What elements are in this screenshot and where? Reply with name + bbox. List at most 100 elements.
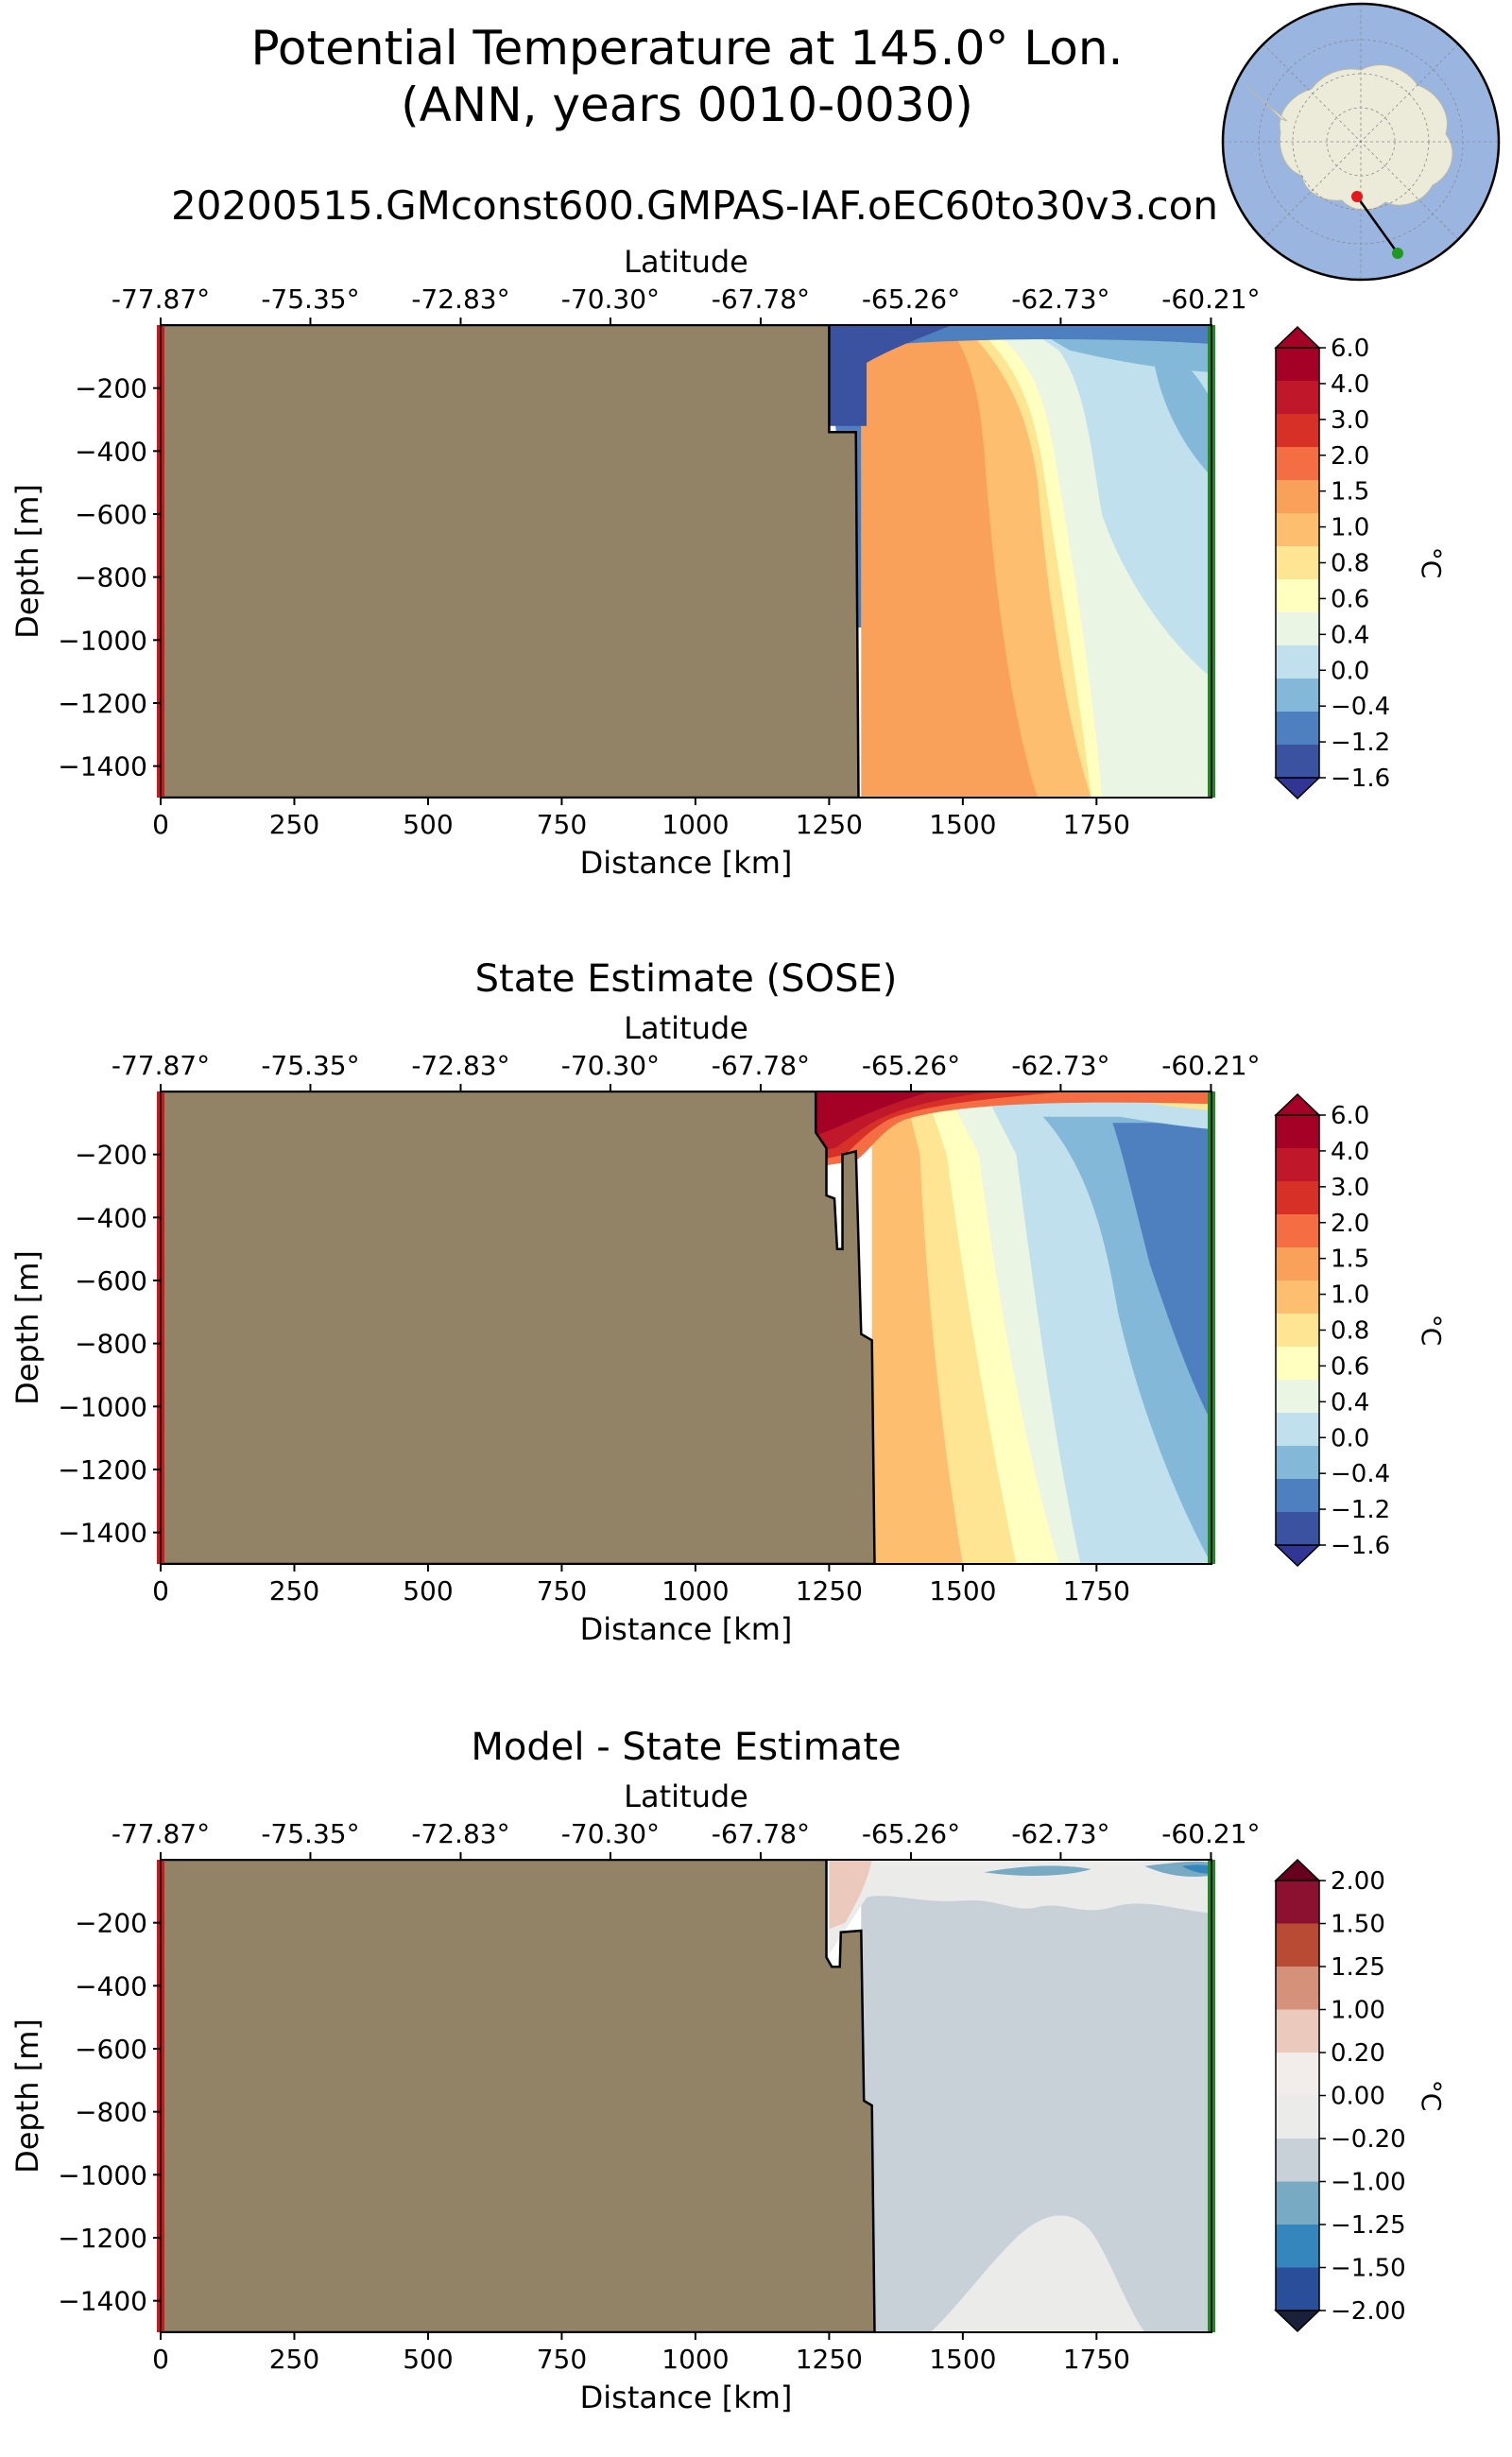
colorbar-tick-label: −0.4 [1331, 1460, 1390, 1488]
x-tick-label: 1000 [662, 2344, 729, 2375]
colorbar-tick-label: 4.0 [1331, 370, 1369, 399]
colorbar-segment [1276, 480, 1319, 514]
colorbar-tick-label: 0.4 [1331, 1388, 1369, 1417]
transect-start-point [1351, 191, 1363, 202]
colorbar-under-arrow [1274, 2310, 1321, 2333]
colorbar-tick-label: 2.00 [1331, 1867, 1385, 1896]
contour-band [1181, 1864, 1211, 1874]
colorbar-tick-label: 0.6 [1331, 1352, 1369, 1381]
contour-band [1112, 1123, 1211, 1422]
lat-tick-label: -60.21° [1161, 1050, 1260, 1081]
x-tick-label: 500 [403, 809, 453, 840]
colorbar-segment [1276, 1446, 1319, 1480]
lat-tick-label: -77.87° [112, 1818, 210, 1849]
x-tick-label: 750 [537, 809, 587, 840]
colorbar-tick-label: 1.00 [1331, 1997, 1385, 2025]
bathymetry-land [161, 1860, 876, 2332]
x-tick-label: 0 [152, 1575, 169, 1606]
y-tick-label: −800 [75, 562, 147, 593]
colorbar-tick-label: −2.00 [1331, 2297, 1406, 2326]
y-tick-label: −1000 [58, 625, 147, 656]
contour-band [984, 1865, 1091, 1876]
colorbar-tick-label: −1.2 [1331, 1496, 1390, 1524]
colorbar-segment [1276, 1967, 1319, 2010]
colorbar-unit-label: °C [1416, 547, 1447, 579]
lat-tick-label: -60.21° [1161, 284, 1260, 315]
lat-tick-label: -70.30° [561, 1050, 660, 1081]
colorbar-tick-label: −1.2 [1331, 729, 1390, 757]
x-tick-label: 1750 [1063, 1575, 1130, 1606]
colorbar-segment [1276, 712, 1319, 746]
transect-line [1355, 196, 1400, 254]
contour-field [829, 1860, 1211, 2332]
figure-subtitle: 20200515.GMconst600.GMPAS-IAF.oEC60to30v… [171, 182, 1218, 229]
contour-band [829, 1860, 1211, 1954]
y-tick-label: −200 [75, 373, 147, 404]
colorbar: 2.00 1.50 1.25 1.00 0.20 0.00 −0.20 −1.00 −1.25 −… [1274, 1858, 1447, 2333]
contour-band [861, 1860, 1211, 2332]
x-tick-label: 1500 [929, 809, 996, 840]
colorbar-segment [1276, 1347, 1319, 1381]
lat-tick-label: -72.83° [411, 1818, 509, 1849]
y-axis-label: Depth [m] [9, 484, 45, 639]
transect-end-point [1392, 248, 1403, 259]
x-tick-label: 0 [152, 809, 169, 840]
lat-tick-label: -77.87° [112, 284, 210, 315]
colorbar-segment [1276, 745, 1319, 779]
x-tick-label: 0 [152, 2344, 169, 2375]
colorbar-tick-label: 0.8 [1331, 1317, 1369, 1346]
colorbar-segment [1276, 1247, 1319, 1281]
lat-tick-label: -67.78° [712, 284, 810, 315]
colorbar-tick-label: −1.50 [1331, 2255, 1406, 2283]
colorbar-segment [1276, 1181, 1319, 1215]
colorbar-under-arrow [1274, 777, 1321, 800]
y-tick-label: −1000 [58, 2159, 147, 2191]
contour-band [829, 1860, 872, 1930]
colorbar-segment [1276, 414, 1319, 448]
colorbar-tick-label: −0.20 [1331, 2125, 1406, 2154]
lat-tick-label: -70.30° [561, 284, 660, 315]
colorbar-segment [1276, 1115, 1319, 1149]
y-tick-label: −200 [75, 1140, 147, 1171]
latitude-axis-label: Latitude [624, 244, 748, 280]
colorbar-segment [1276, 2095, 1319, 2139]
colorbar-tick-label: 4.0 [1331, 1138, 1369, 1166]
x-tick-label: 500 [403, 1575, 453, 1606]
colorbar-tick-label: 3.0 [1331, 406, 1369, 435]
y-tick-label: −1400 [58, 751, 147, 782]
x-tick-label: 1250 [796, 1575, 863, 1606]
latitude-axis-label: Latitude [624, 1010, 748, 1046]
colorbar-tick-label: −0.4 [1331, 693, 1390, 721]
colorbar-tick-label: 2.0 [1331, 442, 1369, 471]
antarctic-peninsula [1245, 84, 1288, 122]
y-tick-label: −400 [75, 436, 147, 467]
colorbar-under-arrow [1274, 1544, 1321, 1568]
colorbar-tick-label: 1.5 [1331, 478, 1369, 507]
lat-tick-label: -77.87° [112, 1050, 210, 1081]
lat-tick-label: -75.35° [261, 284, 359, 315]
colorbar: 6.0 4.0 3.0 2.0 1.5 1.0 0.8 0.6 0.4 0.0 −0.4 −1.2 −1… [1274, 1092, 1447, 1568]
colorbar-segment [1276, 1479, 1319, 1513]
colorbar-segment [1276, 546, 1319, 580]
colorbar-tick-label: 2.0 [1331, 1210, 1369, 1238]
colorbar-segment [1276, 1214, 1319, 1248]
colorbar-segment [1276, 1512, 1319, 1546]
lat-tick-label: -67.78° [712, 1818, 810, 1849]
colorbar-segment [1276, 2225, 1319, 2268]
panel-title: State Estimate (SOSE) [475, 957, 898, 1001]
colorbar-segment [1276, 513, 1319, 547]
contour-band [930, 2215, 1145, 2332]
y-tick-label: −1200 [58, 688, 147, 719]
y-tick-label: −600 [75, 499, 147, 530]
y-tick-label: −400 [75, 1970, 147, 2002]
colorbar-segment [1276, 2009, 1319, 2053]
colorbar-segment [1276, 1314, 1319, 1348]
contour-field [829, 325, 1211, 798]
y-tick-label: −800 [75, 1329, 147, 1360]
colorbar-segment [1276, 1413, 1319, 1447]
lat-tick-label: -72.83° [411, 284, 509, 315]
colorbar-over-arrow [1274, 1092, 1321, 1116]
lat-tick-label: -62.73° [1011, 1818, 1109, 1849]
inset-polar-map [1221, 2, 1501, 282]
colorbar-tick-label: 1.5 [1331, 1246, 1369, 1274]
